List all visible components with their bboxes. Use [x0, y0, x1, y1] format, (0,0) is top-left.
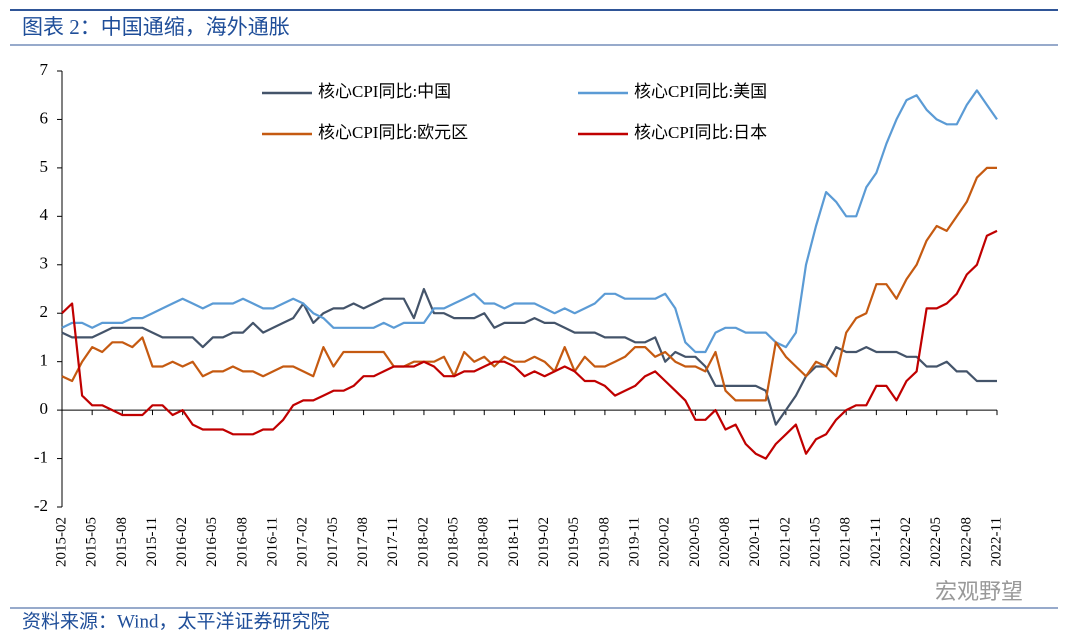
- x-tick-label: 2016-08: [234, 517, 250, 567]
- y-tick-label: 2: [40, 302, 49, 321]
- x-tick-label: 2017-05: [325, 517, 341, 567]
- x-tick-label: 2021-05: [807, 517, 823, 567]
- y-tick-label: 3: [40, 254, 49, 273]
- legend-label: 核心CPI同比:日本: [634, 123, 767, 142]
- x-tick-label: 2019-05: [566, 517, 582, 567]
- legend-label: 核心CPI同比:美国: [634, 82, 767, 101]
- x-tick-label: 2022-11: [988, 517, 1004, 566]
- x-tick-label: 2019-11: [627, 517, 643, 566]
- x-tick-label: 2022-02: [898, 517, 914, 567]
- x-tick-label: 2020-05: [687, 517, 703, 567]
- x-tick-label: 2018-02: [415, 517, 431, 567]
- x-tick-label: 2017-11: [385, 517, 401, 566]
- y-tick-label: 4: [40, 205, 49, 224]
- series-line: [61, 229, 998, 460]
- x-tick-label: 2015-02: [53, 517, 69, 567]
- x-tick-label: 2020-02: [657, 517, 673, 567]
- y-tick-label: 7: [40, 60, 49, 79]
- series-line: [61, 166, 997, 402]
- y-tick-label: -1: [34, 447, 48, 466]
- x-tick-label: 2021-02: [777, 517, 793, 567]
- legend-label: 核心CPI同比:欧元区: [318, 123, 468, 142]
- x-tick-label: 2018-11: [506, 517, 522, 566]
- x-tick-label: 2020-08: [717, 517, 733, 567]
- x-tick-label: 2015-05: [84, 517, 100, 567]
- legend-label: 核心CPI同比:中国: [318, 82, 451, 101]
- x-tick-label: 2015-11: [144, 517, 160, 566]
- y-tick-label: 5: [40, 157, 49, 176]
- x-tick-label: 2019-02: [536, 517, 552, 567]
- x-tick-label: 2022-08: [958, 517, 974, 567]
- page-title: 图表 2：中国通缩，海外通胀: [22, 15, 290, 39]
- source: 资料来源：Wind，太平洋证券研究院: [22, 610, 329, 632]
- x-tick-label: 2016-02: [174, 517, 190, 567]
- x-tick-label: 2015-08: [114, 517, 130, 567]
- x-tick-label: 2019-08: [596, 517, 612, 567]
- x-tick-label: 2018-08: [476, 517, 492, 567]
- y-tick-label: 1: [40, 351, 49, 370]
- x-tick-label: 2018-05: [446, 517, 462, 567]
- series-line: [61, 89, 998, 354]
- x-tick-label: 2020-11: [747, 517, 763, 566]
- x-tick-label: 2017-02: [295, 517, 311, 567]
- y-tick-label: 6: [40, 108, 49, 127]
- watermark: 宏观野望: [935, 579, 1023, 604]
- x-tick-label: 2017-08: [355, 517, 371, 567]
- x-tick-label: 2016-05: [204, 517, 220, 567]
- x-tick-label: 2021-11: [868, 517, 884, 566]
- x-tick-label: 2021-08: [838, 517, 854, 567]
- x-tick-label: 2022-05: [928, 517, 944, 567]
- x-tick-label: 2016-11: [265, 517, 281, 566]
- y-tick-label: 0: [40, 399, 49, 418]
- y-tick-label: -2: [34, 496, 48, 515]
